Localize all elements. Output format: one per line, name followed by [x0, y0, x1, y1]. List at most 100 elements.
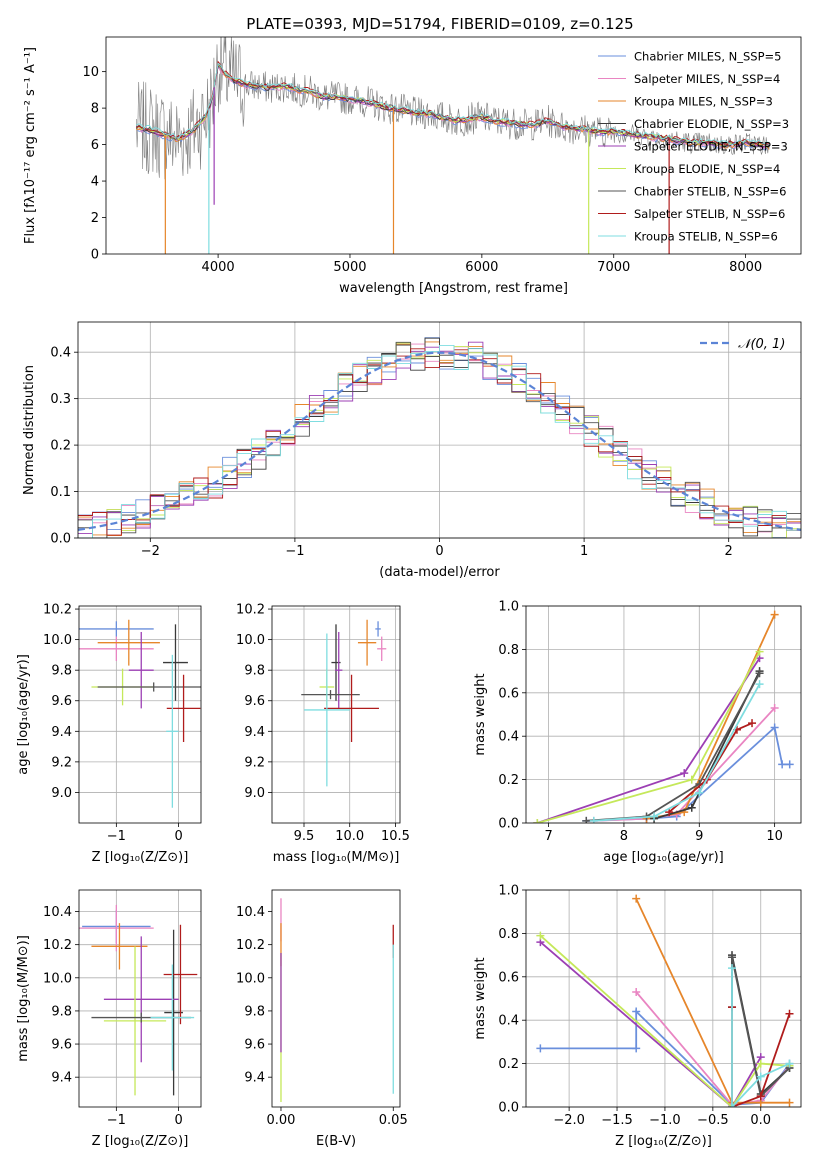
x-tick-label: 0	[174, 1113, 182, 1128]
x-tick-label: 10.0	[335, 829, 364, 844]
weight-marker	[728, 953, 737, 962]
y-tick-label: 1.0	[498, 600, 519, 615]
weight-line	[537, 657, 761, 823]
weight-marker	[778, 760, 787, 769]
x-axis-label: age [log₁₀(age/yr)]	[603, 850, 724, 865]
y-tick-label: 0.6	[498, 970, 519, 985]
y-tick-label: 0.0	[498, 817, 519, 832]
y-tick-label: 10.2	[236, 603, 265, 618]
plot-area	[280, 898, 394, 1103]
weight-marker	[756, 1059, 765, 1068]
y-tick-label: 9.4	[244, 1071, 265, 1086]
y-tick-label: 0	[91, 248, 99, 263]
x-tick-label: −1.5	[601, 1113, 633, 1128]
x-tick-label: 0.00	[267, 1113, 296, 1128]
weight-line	[668, 722, 753, 813]
y-tick-label: 4	[91, 175, 99, 190]
weight-line	[646, 614, 776, 820]
y-tick-label: 10.2	[43, 938, 72, 953]
axes-frame	[78, 889, 202, 1108]
weight-marker	[632, 1007, 641, 1016]
plot-area	[78, 337, 801, 538]
x-tick-label: −2.0	[553, 1113, 585, 1128]
x-axis-label: (data-model)/error	[379, 565, 500, 580]
y-tick-label: 9.6	[244, 1038, 265, 1053]
x-tick-label: −1	[107, 829, 126, 844]
observed-spectrum	[136, 37, 770, 180]
weight-line	[731, 968, 790, 1107]
panel-2: −2 −1 0 1 2 0.0 0.1 0.2 0.3 0.4 (data-model)/error…	[22, 321, 802, 580]
weight-marker	[755, 669, 764, 678]
legend-label: Salpeter ELODIE, N_SSP=3	[634, 140, 788, 154]
weight-marker	[536, 931, 545, 940]
y-tick-label: 10.2	[43, 603, 72, 618]
y-tick-label: 0.4	[50, 346, 71, 361]
weight-marker	[632, 894, 641, 903]
y-tick-label: 9.0	[244, 786, 265, 801]
y-tick-label: 1.0	[498, 884, 519, 899]
weight-line	[539, 934, 790, 1107]
y-tick-label: 9.8	[244, 664, 265, 679]
residual-histogram	[78, 348, 801, 536]
y-tick-label: 0.2	[50, 439, 71, 454]
y-tick-label: 10	[82, 65, 99, 80]
weight-marker	[770, 703, 779, 712]
x-tick-label: −2	[141, 544, 160, 559]
y-tick-label: 10.0	[236, 971, 265, 986]
weight-marker	[632, 987, 641, 996]
x-axis-label: mass [log₁₀(M/M⊙)]	[273, 850, 400, 865]
weight-line	[586, 725, 790, 822]
panel-4: 9.5 10.0 10.5 9.0 9.2 9.4 9.6 9.8 10.0 10.2 mass […	[236, 603, 410, 865]
plot-area	[301, 619, 387, 787]
legend-label: Kroupa MILES, N_SSP=3	[634, 95, 773, 109]
weight-line	[635, 898, 790, 1104]
y-tick-label: 9.2	[51, 755, 72, 770]
x-tick-label: 8	[620, 829, 628, 844]
x-tick-label: 9.5	[294, 829, 315, 844]
y-tick-label: 10.4	[236, 905, 265, 920]
y-axis-label: Flux [fλ10⁻¹⁷ erg cm⁻² s⁻¹ A⁻¹]	[23, 47, 38, 244]
axes-frame	[105, 36, 802, 255]
weight-marker	[770, 610, 779, 619]
panel-8: −2.0 −1.5 −1.0 −0.5 0.0 0.0 0.2 0.4 0.6 0.8 1.0 Z […	[473, 884, 802, 1149]
y-tick-label: 9.8	[51, 664, 72, 679]
panel-7: 0.00 0.05 9.4 9.6 9.8 10.0 10.2 10.4 E(B-V)	[236, 889, 408, 1149]
y-tick-label: 10.0	[236, 633, 265, 648]
weight-marker	[785, 1098, 794, 1107]
legend: 𝒩(0, 1)	[700, 337, 785, 352]
x-tick-label: 10.5	[381, 829, 410, 844]
legend-label: Kroupa STELIB, N_SSP=6	[634, 230, 778, 244]
x-tick-label: 0.05	[379, 1113, 408, 1128]
legend-label: Kroupa ELODIE, N_SSP=4	[634, 162, 780, 176]
x-tick-label: 5000	[333, 260, 366, 275]
weight-marker	[748, 719, 757, 728]
x-tick-label: 7000	[597, 260, 630, 275]
x-axis-label: wavelength [Angstrom, rest frame]	[339, 281, 568, 296]
weight-marker	[632, 1044, 641, 1053]
y-tick-label: 0.4	[498, 730, 519, 745]
weight-marker	[589, 816, 598, 823]
weight-marker	[770, 723, 779, 732]
panel-1: 4000 5000 6000 7000 8000 0 2 4 6 8 10 wavelength [A…	[23, 36, 802, 296]
y-tick-label: 10.0	[43, 971, 72, 986]
legend-label: Chabrier MILES, N_SSP=5	[634, 50, 781, 64]
panel-3: −1 0 9.0 9.2 9.4 9.6 9.8 10.0 10.2 Z [log₁₀(Z/Z⊙)…	[16, 603, 202, 865]
y-tick-label: 9.8	[244, 1004, 265, 1019]
y-tick-label: 0.2	[498, 1057, 519, 1072]
y-tick-label: 2	[91, 211, 99, 226]
y-tick-label: 10.0	[43, 633, 72, 648]
y-tick-label: 9.0	[51, 786, 72, 801]
weight-marker	[695, 788, 704, 797]
y-tick-label: 9.6	[244, 694, 265, 709]
legend-label: Chabrier STELIB, N_SSP=6	[634, 185, 786, 199]
y-axis-label: mass weight	[473, 673, 488, 755]
y-tick-label: 9.8	[51, 1004, 72, 1019]
x-tick-label: 0	[435, 544, 443, 559]
legend-label: Salpeter STELIB, N_SSP=6	[634, 207, 785, 221]
weight-marker	[533, 819, 542, 823]
gaussian-reference-curve	[78, 351, 801, 531]
plot-area	[533, 610, 794, 823]
x-axis-label: Z [log₁₀(Z/Z⊙)]	[615, 1134, 712, 1149]
x-axis-label: Z [log₁₀(Z/Z⊙)]	[92, 1134, 189, 1149]
y-tick-label: 9.2	[244, 755, 265, 770]
